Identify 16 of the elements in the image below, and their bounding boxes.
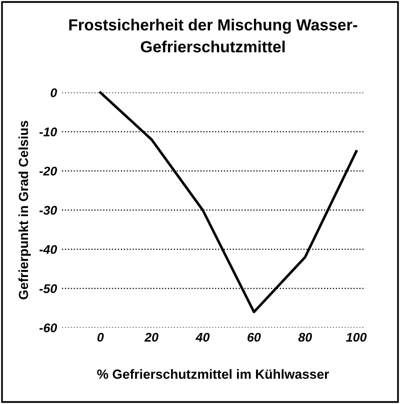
x-tick-label: 60 (248, 332, 261, 342)
y-tick-label: -20 (39, 166, 58, 176)
y-tick-label: -40 (39, 245, 58, 254)
x-tick-label: 40 (196, 332, 210, 342)
y-tick-label: -60 (39, 323, 58, 332)
x-tick-label: 20 (144, 332, 158, 342)
x-tick-label: 80 (298, 332, 312, 342)
x-tick-label: 100 (346, 332, 367, 342)
y-tick-label: -50 (39, 284, 58, 294)
chart-title: Frostsicherheit der Mischung Wasser- Gefrierschutzmittel (69, 18, 358, 52)
x-tick-label: 0 (97, 332, 104, 342)
x-axis-title: % Gefrierschutzmittel im Kühlwasser (97, 369, 330, 379)
y-axis-title: Gefrierpunkt in Grad Celsius (18, 120, 31, 300)
y-tick-label: 0 (50, 88, 58, 98)
y-tick-label: -30 (39, 206, 58, 215)
y-tick-label: -10 (39, 128, 58, 136)
